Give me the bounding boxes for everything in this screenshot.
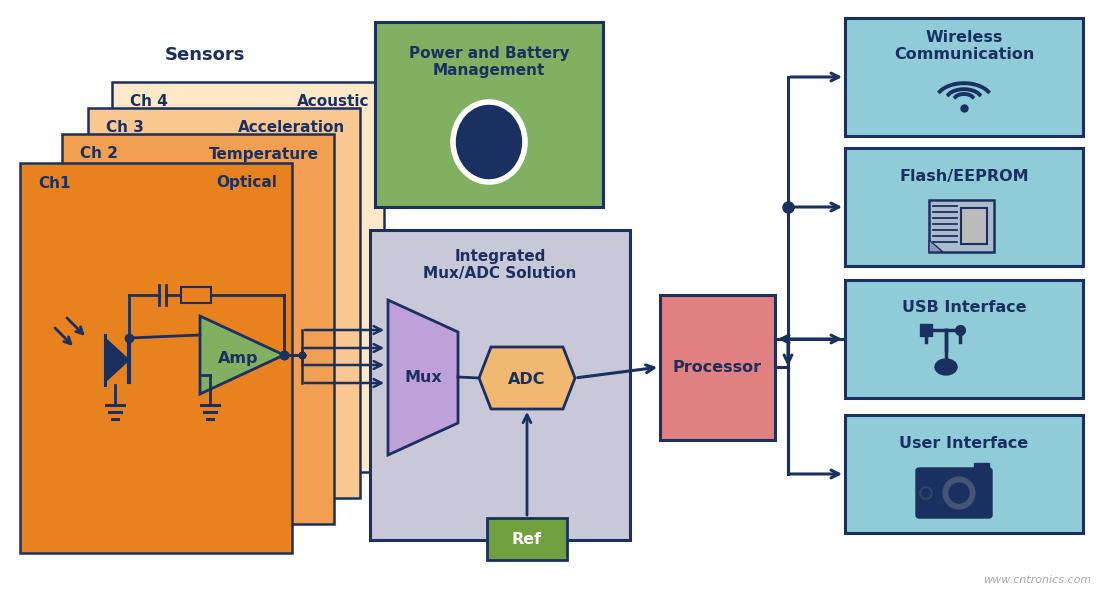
FancyBboxPatch shape bbox=[62, 134, 334, 524]
Text: Ch1: Ch1 bbox=[38, 176, 71, 190]
Text: Amp: Amp bbox=[217, 352, 258, 367]
Text: Mux: Mux bbox=[404, 370, 441, 384]
FancyBboxPatch shape bbox=[845, 148, 1083, 266]
Text: Ch 4: Ch 4 bbox=[130, 94, 167, 109]
Text: Ref: Ref bbox=[512, 533, 542, 547]
FancyBboxPatch shape bbox=[845, 415, 1083, 533]
Text: Ch 2: Ch 2 bbox=[80, 146, 118, 162]
Circle shape bbox=[922, 489, 930, 497]
Ellipse shape bbox=[452, 102, 525, 182]
Text: Flash/EEPROM: Flash/EEPROM bbox=[899, 168, 1029, 183]
FancyBboxPatch shape bbox=[20, 163, 292, 553]
Text: Ch 3: Ch 3 bbox=[106, 121, 144, 136]
Text: Integrated
Mux/ADC Solution: Integrated Mux/ADC Solution bbox=[424, 249, 577, 281]
Text: Acoustic: Acoustic bbox=[296, 94, 369, 109]
Circle shape bbox=[942, 475, 977, 511]
FancyBboxPatch shape bbox=[370, 230, 630, 540]
Text: Processor: Processor bbox=[672, 359, 762, 374]
Polygon shape bbox=[388, 300, 458, 455]
FancyBboxPatch shape bbox=[375, 22, 603, 207]
FancyBboxPatch shape bbox=[916, 468, 991, 518]
Polygon shape bbox=[929, 240, 943, 252]
Polygon shape bbox=[479, 347, 574, 409]
FancyBboxPatch shape bbox=[112, 82, 384, 472]
Text: USB Interface: USB Interface bbox=[902, 300, 1026, 315]
Ellipse shape bbox=[462, 113, 515, 171]
Polygon shape bbox=[105, 338, 129, 382]
Text: ADC: ADC bbox=[508, 373, 546, 387]
FancyBboxPatch shape bbox=[974, 463, 989, 475]
Text: Optical: Optical bbox=[216, 176, 277, 190]
Circle shape bbox=[918, 485, 934, 501]
FancyBboxPatch shape bbox=[181, 287, 211, 303]
Text: Power and Battery
Management: Power and Battery Management bbox=[409, 46, 569, 78]
Text: Wireless
Communication: Wireless Communication bbox=[894, 30, 1035, 62]
Text: Acceleration: Acceleration bbox=[237, 121, 345, 136]
Text: Temperature: Temperature bbox=[208, 146, 319, 162]
Polygon shape bbox=[200, 316, 284, 394]
Circle shape bbox=[949, 483, 969, 503]
FancyBboxPatch shape bbox=[929, 200, 994, 252]
FancyBboxPatch shape bbox=[845, 18, 1083, 136]
Ellipse shape bbox=[935, 359, 957, 375]
Text: User Interface: User Interface bbox=[899, 435, 1029, 451]
FancyBboxPatch shape bbox=[845, 280, 1083, 398]
FancyBboxPatch shape bbox=[88, 108, 360, 498]
Text: Sensors: Sensors bbox=[165, 46, 245, 64]
Text: www.cntronics.com: www.cntronics.com bbox=[983, 575, 1091, 585]
FancyBboxPatch shape bbox=[487, 518, 567, 560]
FancyBboxPatch shape bbox=[962, 208, 987, 244]
FancyBboxPatch shape bbox=[660, 295, 775, 440]
